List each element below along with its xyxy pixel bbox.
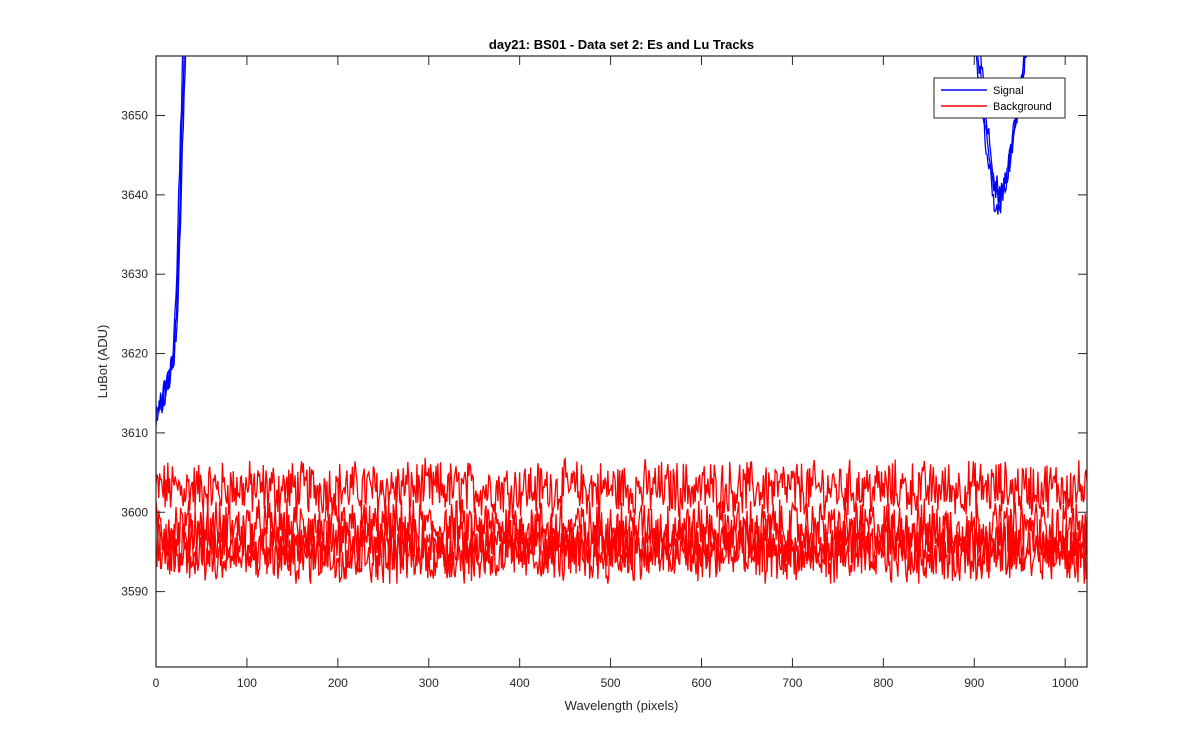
x-tick-label: 300 — [419, 676, 439, 690]
background-trace-1 — [156, 456, 1087, 520]
legend-label-background: Background — [993, 101, 1052, 113]
y-tick-label: 3620 — [121, 347, 148, 361]
x-tick-label: 900 — [964, 676, 984, 690]
x-tick-label: 0 — [153, 676, 160, 690]
x-tick-label: 100 — [237, 676, 257, 690]
signal-trace-3-segment-1 — [158, 56, 187, 410]
x-tick-label: 1000 — [1052, 676, 1079, 690]
x-tick-label: 600 — [691, 676, 711, 690]
legend-label-signal: Signal — [993, 85, 1024, 97]
legend: Signal Background — [933, 77, 1066, 119]
y-tick-label: 3610 — [121, 426, 148, 440]
y-tick-label: 3650 — [121, 109, 148, 123]
x-tick-label: 400 — [510, 676, 530, 690]
x-axis-label: Wavelength (pixels) — [565, 698, 679, 713]
axes-box — [155, 55, 1088, 668]
y-tick-label: 3590 — [121, 585, 148, 599]
background-trace-4 — [156, 524, 1087, 584]
tick-layer: 0 100 200 300 400 500 600 700 800 900 1000 3590 3600… — [121, 56, 1087, 690]
y-tick-label: 3630 — [121, 267, 148, 281]
y-tick-label: 3640 — [121, 188, 148, 202]
y-tick-label: 3600 — [121, 505, 148, 519]
chart-title: day21: BS01 - Data set 2: Es and Lu Trac… — [489, 37, 754, 52]
x-tick-label: 500 — [601, 676, 621, 690]
y-axis-label: LuBot (ADU) — [95, 325, 110, 399]
x-tick-label: 700 — [782, 676, 802, 690]
x-tick-label: 800 — [873, 676, 893, 690]
background-trace-2 — [156, 498, 1087, 559]
legend-box — [933, 77, 1066, 119]
x-tick-label: 200 — [328, 676, 348, 690]
